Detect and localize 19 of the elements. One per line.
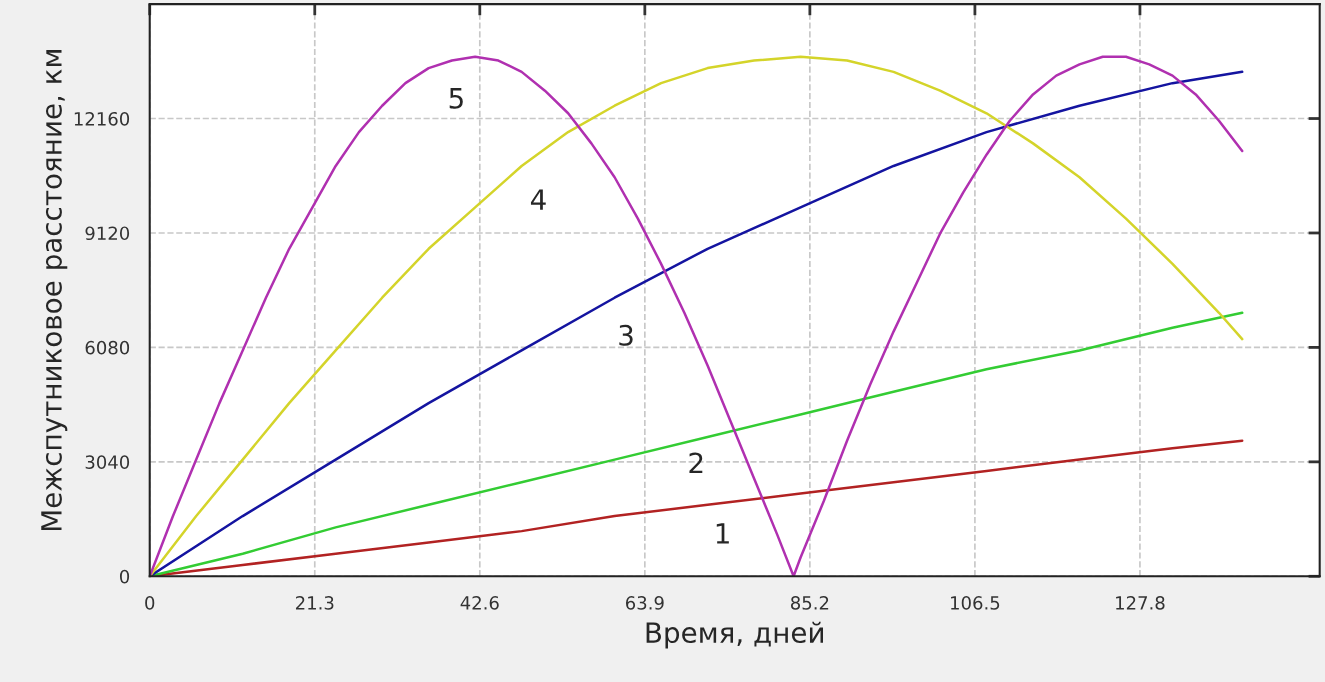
y-tick-label: 9120 — [85, 226, 130, 241]
x-axis-title: Время, дней — [646, 621, 823, 649]
series-label: 5 — [449, 88, 463, 109]
x-tick-label: 63.9 — [625, 596, 664, 610]
y-tick-label: 12160 — [74, 111, 130, 126]
series-label: 4 — [530, 189, 546, 210]
series-label: 1 — [716, 523, 729, 544]
series-label: 2 — [689, 452, 703, 474]
y-tick-label: 0 — [119, 569, 130, 584]
y-tick-label: 3040 — [85, 455, 130, 469]
y-axis-title: Межспутниковое расстояние, км — [41, 50, 68, 531]
x-tick-label: 127.8 — [1116, 596, 1165, 610]
x-tick-label: 106.5 — [951, 596, 1000, 610]
series-label: 3 — [619, 324, 633, 346]
x-tick-label: 85.2 — [790, 596, 829, 610]
y-tick-label: 6080 — [85, 340, 130, 355]
x-tick-label: 42.6 — [460, 596, 499, 610]
x-tick-label: 0 — [145, 596, 155, 610]
x-tick-label: 21.3 — [295, 596, 334, 610]
